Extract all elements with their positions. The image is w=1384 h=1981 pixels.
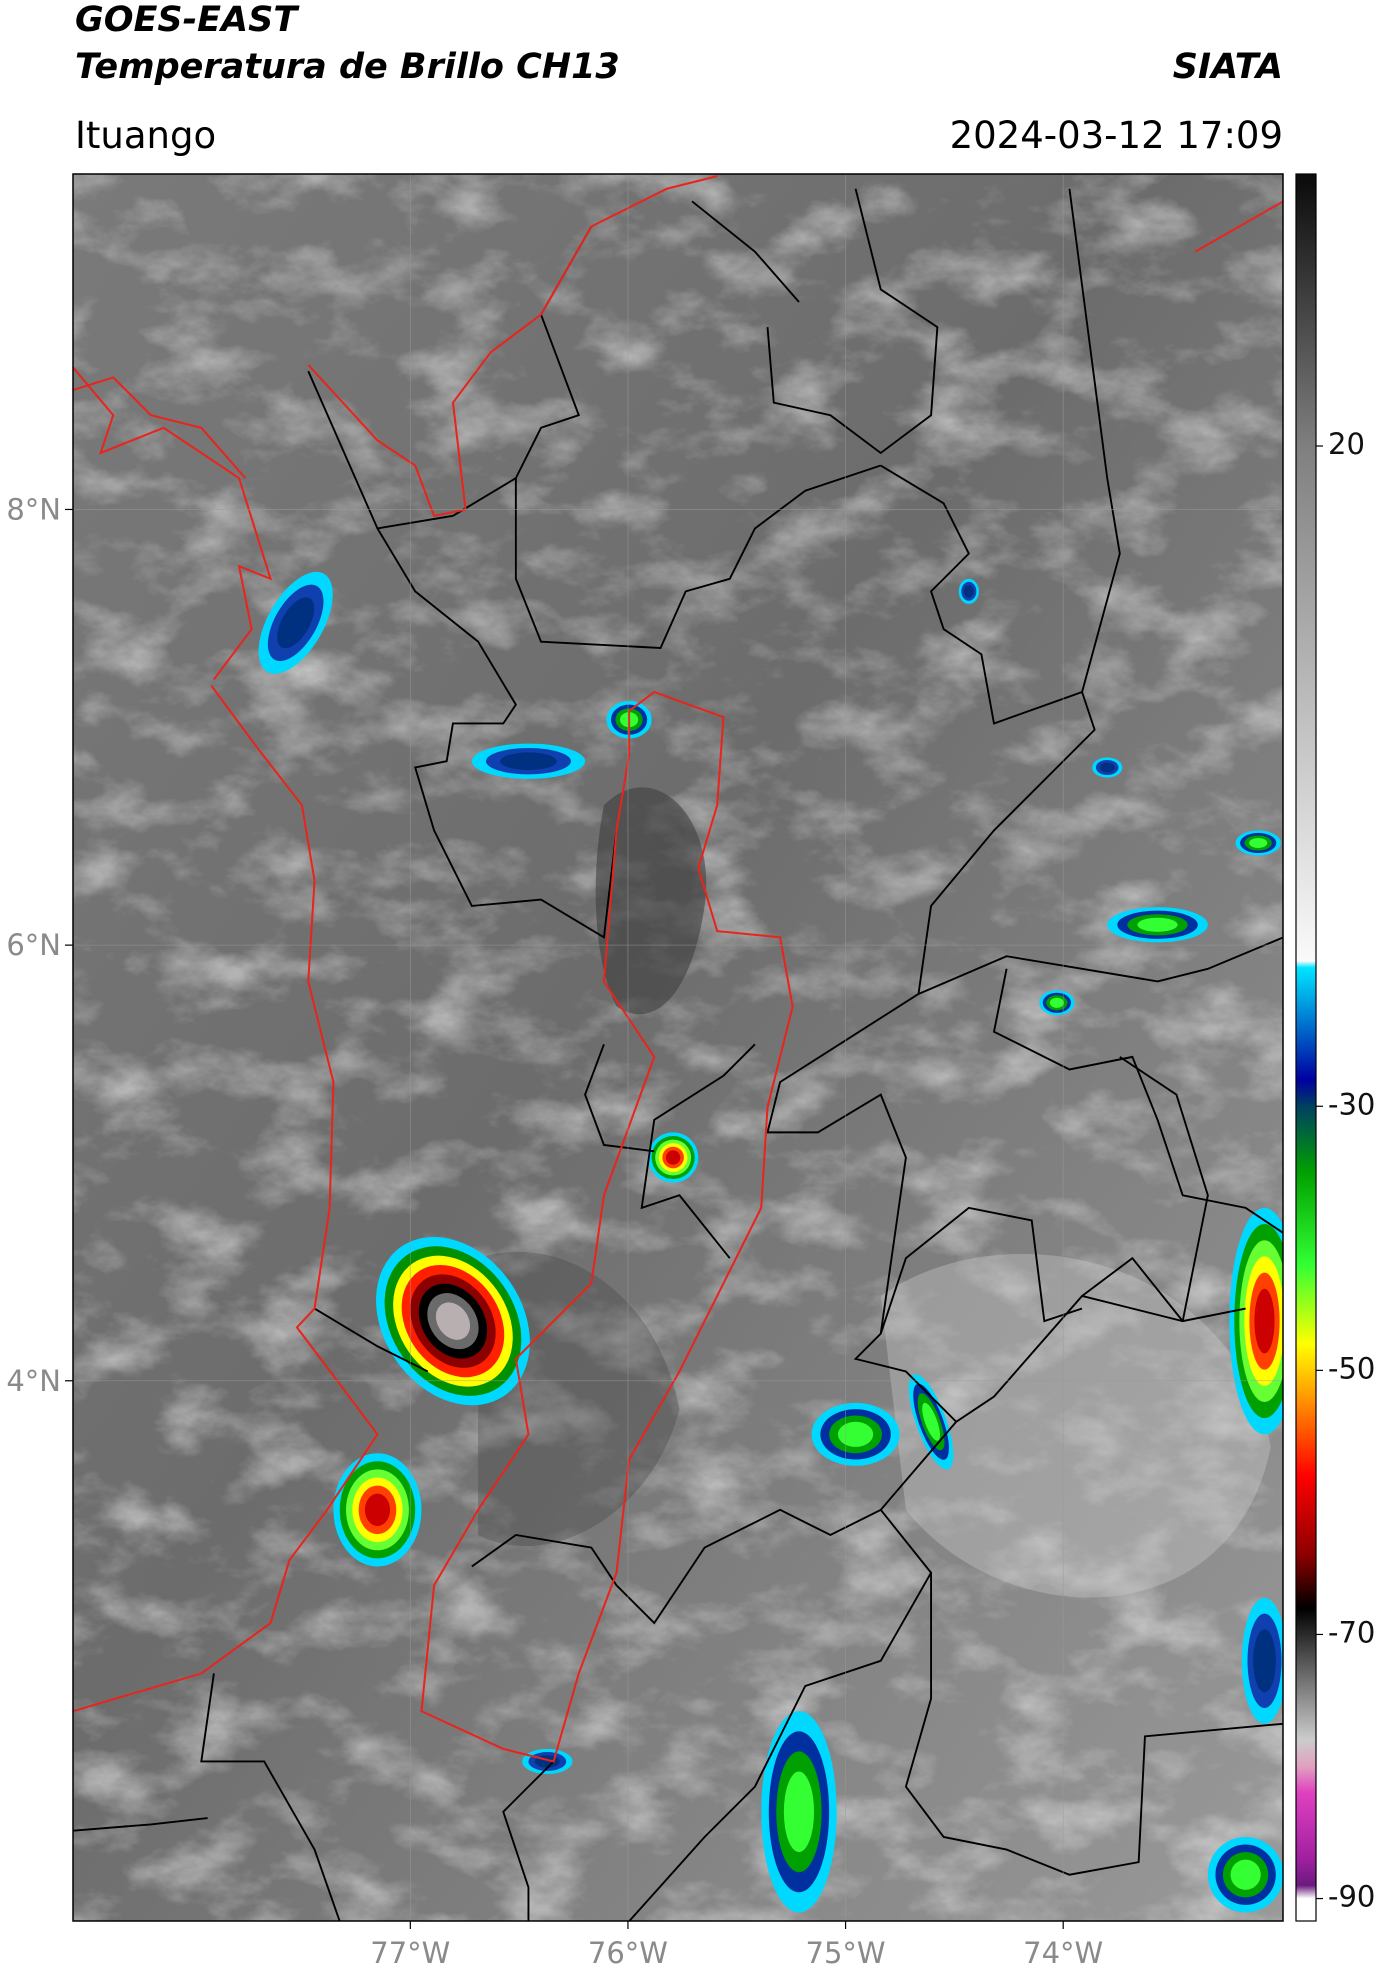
storm-ring [1254, 1288, 1275, 1354]
grid [73, 174, 1283, 1921]
storm-ring [665, 1150, 681, 1165]
map [73, 174, 1283, 1921]
colorbar-label: 20 [1328, 427, 1365, 461]
storm-ring [500, 752, 557, 771]
lon-label: 74°W [1023, 1936, 1103, 1970]
lat-label: 6°N [6, 928, 61, 962]
storm-ring [364, 1493, 391, 1527]
timestamp: 2024-03-12 17:09 [950, 114, 1283, 157]
lat-label: 8°N [6, 492, 61, 526]
colorbar-label: -70 [1328, 1615, 1375, 1649]
map-features [73, 175, 1283, 1921]
agency: SIATA [1173, 47, 1283, 87]
lon-label: 75°W [806, 1936, 886, 1970]
warm-area [595, 787, 707, 1015]
storm-ring [1049, 997, 1064, 1008]
satellite: GOES-EAST [75, 0, 300, 40]
storm-ring [1230, 1859, 1261, 1890]
map-frame [72, 173, 1284, 1922]
storm-ring [1099, 762, 1115, 773]
lon-label: 76°W [588, 1936, 668, 1970]
cloud-texture [73, 174, 1283, 1921]
storms [258, 571, 1283, 1913]
cold-area [880, 1253, 1271, 1598]
borders-red [73, 175, 1283, 1763]
colorbar-label: -50 [1328, 1351, 1375, 1385]
colorbar-ticks: 20 -30 -50 -70 -90 [1316, 427, 1375, 1914]
storm-ring [435, 1302, 471, 1340]
storm-ring [1137, 917, 1178, 932]
lat-label: 4°N [6, 1364, 61, 1398]
colorbar [1295, 173, 1317, 1922]
warm-area [478, 1251, 680, 1547]
axis-labels: 8°N 6°N 4°N 77°W 76°W 75°W 74°W [6, 492, 1103, 1970]
borders-black [73, 188, 1283, 1921]
colorbar-label: -90 [1328, 1880, 1375, 1914]
region: Ituango [75, 114, 216, 157]
storm-ring [1253, 1629, 1276, 1693]
storm-ring [783, 1771, 815, 1853]
storm-ring [277, 597, 315, 649]
product: Temperatura de Brillo CH13 [75, 47, 620, 87]
storm-ring [1249, 837, 1268, 849]
storm-ring [922, 1402, 940, 1441]
storm-ring [963, 585, 974, 598]
colorbar-label: -30 [1328, 1087, 1375, 1121]
storm-ring [837, 1421, 874, 1447]
lon-label: 77°W [370, 1936, 450, 1970]
